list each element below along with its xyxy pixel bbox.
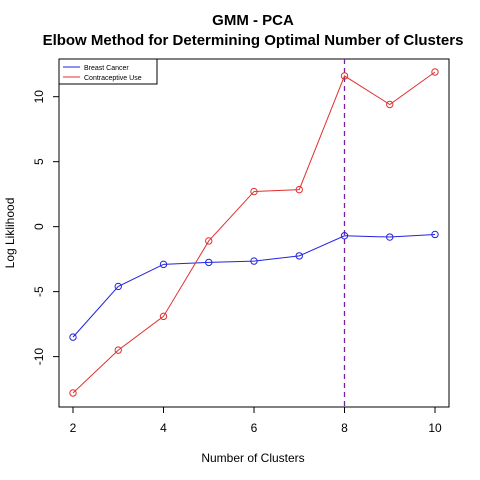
data-point-breast-cancer	[386, 233, 394, 241]
y-tick-label: 0	[32, 223, 46, 230]
data-point-breast-cancer	[205, 258, 213, 267]
y-tick-label: 10	[32, 90, 46, 104]
data-point-contraceptive-use	[295, 185, 303, 194]
data-point-breast-cancer	[69, 333, 77, 341]
legend-label-contraceptive-use: Contraceptive Use	[84, 75, 142, 82]
series-layer	[69, 68, 439, 397]
data-point-breast-cancer	[295, 252, 303, 260]
data-point-contraceptive-use	[159, 312, 168, 321]
data-point-contraceptive-use	[431, 68, 439, 76]
legend: Breast Cancer Contraceptive Use	[58, 58, 158, 85]
y-axis-label: Log Liklihood	[3, 198, 17, 269]
x-tick-label: 10	[428, 421, 442, 435]
y-tick-label: 5	[32, 158, 46, 165]
x-axis-label: Number of Clusters	[201, 451, 304, 465]
data-point-contraceptive-use	[205, 237, 213, 245]
data-point-contraceptive-use	[69, 389, 77, 397]
series-line-breast-cancer	[72, 233, 436, 338]
x-tick-label: 4	[160, 421, 167, 435]
data-point-breast-cancer	[159, 260, 168, 269]
data-point-breast-cancer	[250, 257, 258, 265]
y-tick-label: -10	[32, 348, 46, 366]
y-tick-label: -5	[32, 286, 46, 297]
data-point-contraceptive-use	[114, 346, 122, 354]
legend-label-breast-cancer: Breast Cancer	[84, 65, 129, 72]
legend-box	[58, 58, 158, 85]
data-point-contraceptive-use	[250, 187, 258, 196]
chart-subtitle: Elbow Method for Determining Optimal Num…	[43, 32, 464, 49]
y-axis: -10 -5 0 5 10	[32, 90, 59, 366]
data-point-breast-cancer	[114, 282, 122, 291]
series-line-contraceptive-use	[72, 71, 436, 394]
plot-frame	[58, 58, 450, 408]
data-point-breast-cancer	[340, 232, 349, 240]
chart-title: GMM - PCA	[212, 12, 294, 29]
x-tick-label: 8	[341, 421, 348, 435]
data-point-breast-cancer	[431, 230, 439, 239]
x-axis: 2 4 6 8 10	[70, 407, 442, 435]
x-tick-label: 2	[70, 421, 77, 435]
data-point-contraceptive-use	[340, 72, 349, 80]
x-tick-label: 6	[251, 421, 258, 435]
data-point-contraceptive-use	[386, 100, 394, 109]
